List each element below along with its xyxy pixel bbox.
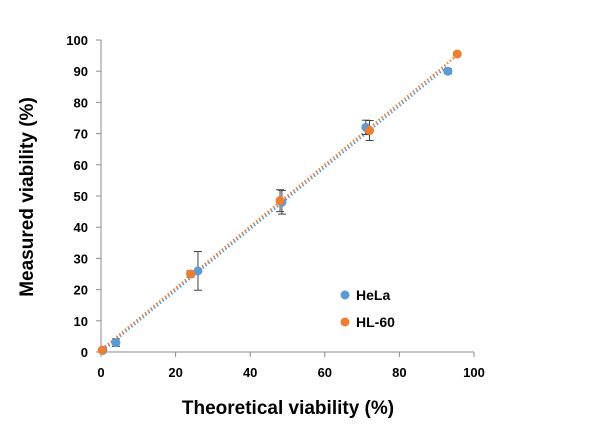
x-axis-title: Theoretical viability (%)	[182, 398, 394, 419]
legend-label-HL-60: HL-60	[356, 314, 395, 330]
data-point-HL-60	[365, 125, 375, 135]
data-point-HeLa	[193, 266, 203, 276]
trendline-HeLa	[102, 65, 449, 352]
y-tick-label: 70	[74, 127, 88, 142]
legend-label-HeLa: HeLa	[356, 287, 390, 303]
y-tick-label: 100	[66, 33, 88, 48]
y-tick-label: 50	[74, 189, 88, 204]
data-point-HeLa	[111, 338, 121, 348]
x-tick-label: 60	[318, 365, 332, 380]
y-tick-label: 80	[74, 95, 88, 110]
x-tick-label: 80	[392, 365, 406, 380]
y-tick-label: 40	[74, 220, 88, 235]
legend: HeLa HL-60	[340, 287, 395, 330]
y-axis-title: Measured viability (%)	[17, 97, 38, 297]
y-tick-label: 20	[74, 283, 88, 298]
x-tick-label: 20	[168, 365, 182, 380]
x-tick-label: 40	[243, 365, 257, 380]
data-points	[97, 49, 462, 355]
axes: 0 10 20 30 40 50 60 70 80 90 100 0 20 40 60 80 100	[66, 33, 485, 380]
data-point-HL-60	[97, 345, 107, 355]
data-point-HL-60	[186, 269, 196, 279]
data-point-HL-60	[452, 49, 462, 59]
y-tick-label: 30	[74, 251, 88, 266]
y-tick-label: 90	[74, 64, 88, 79]
y-tick-label: 60	[74, 158, 88, 173]
x-tick-label: 100	[463, 365, 485, 380]
data-point-HeLa	[443, 66, 453, 76]
y-tick-label: 10	[74, 314, 88, 329]
y-tick-label: 0	[81, 345, 88, 360]
legend-marker-HeLa	[340, 290, 350, 300]
x-tick-label: 0	[97, 365, 104, 380]
legend-marker-HL-60	[340, 317, 350, 327]
data-point-HL-60	[275, 196, 285, 206]
